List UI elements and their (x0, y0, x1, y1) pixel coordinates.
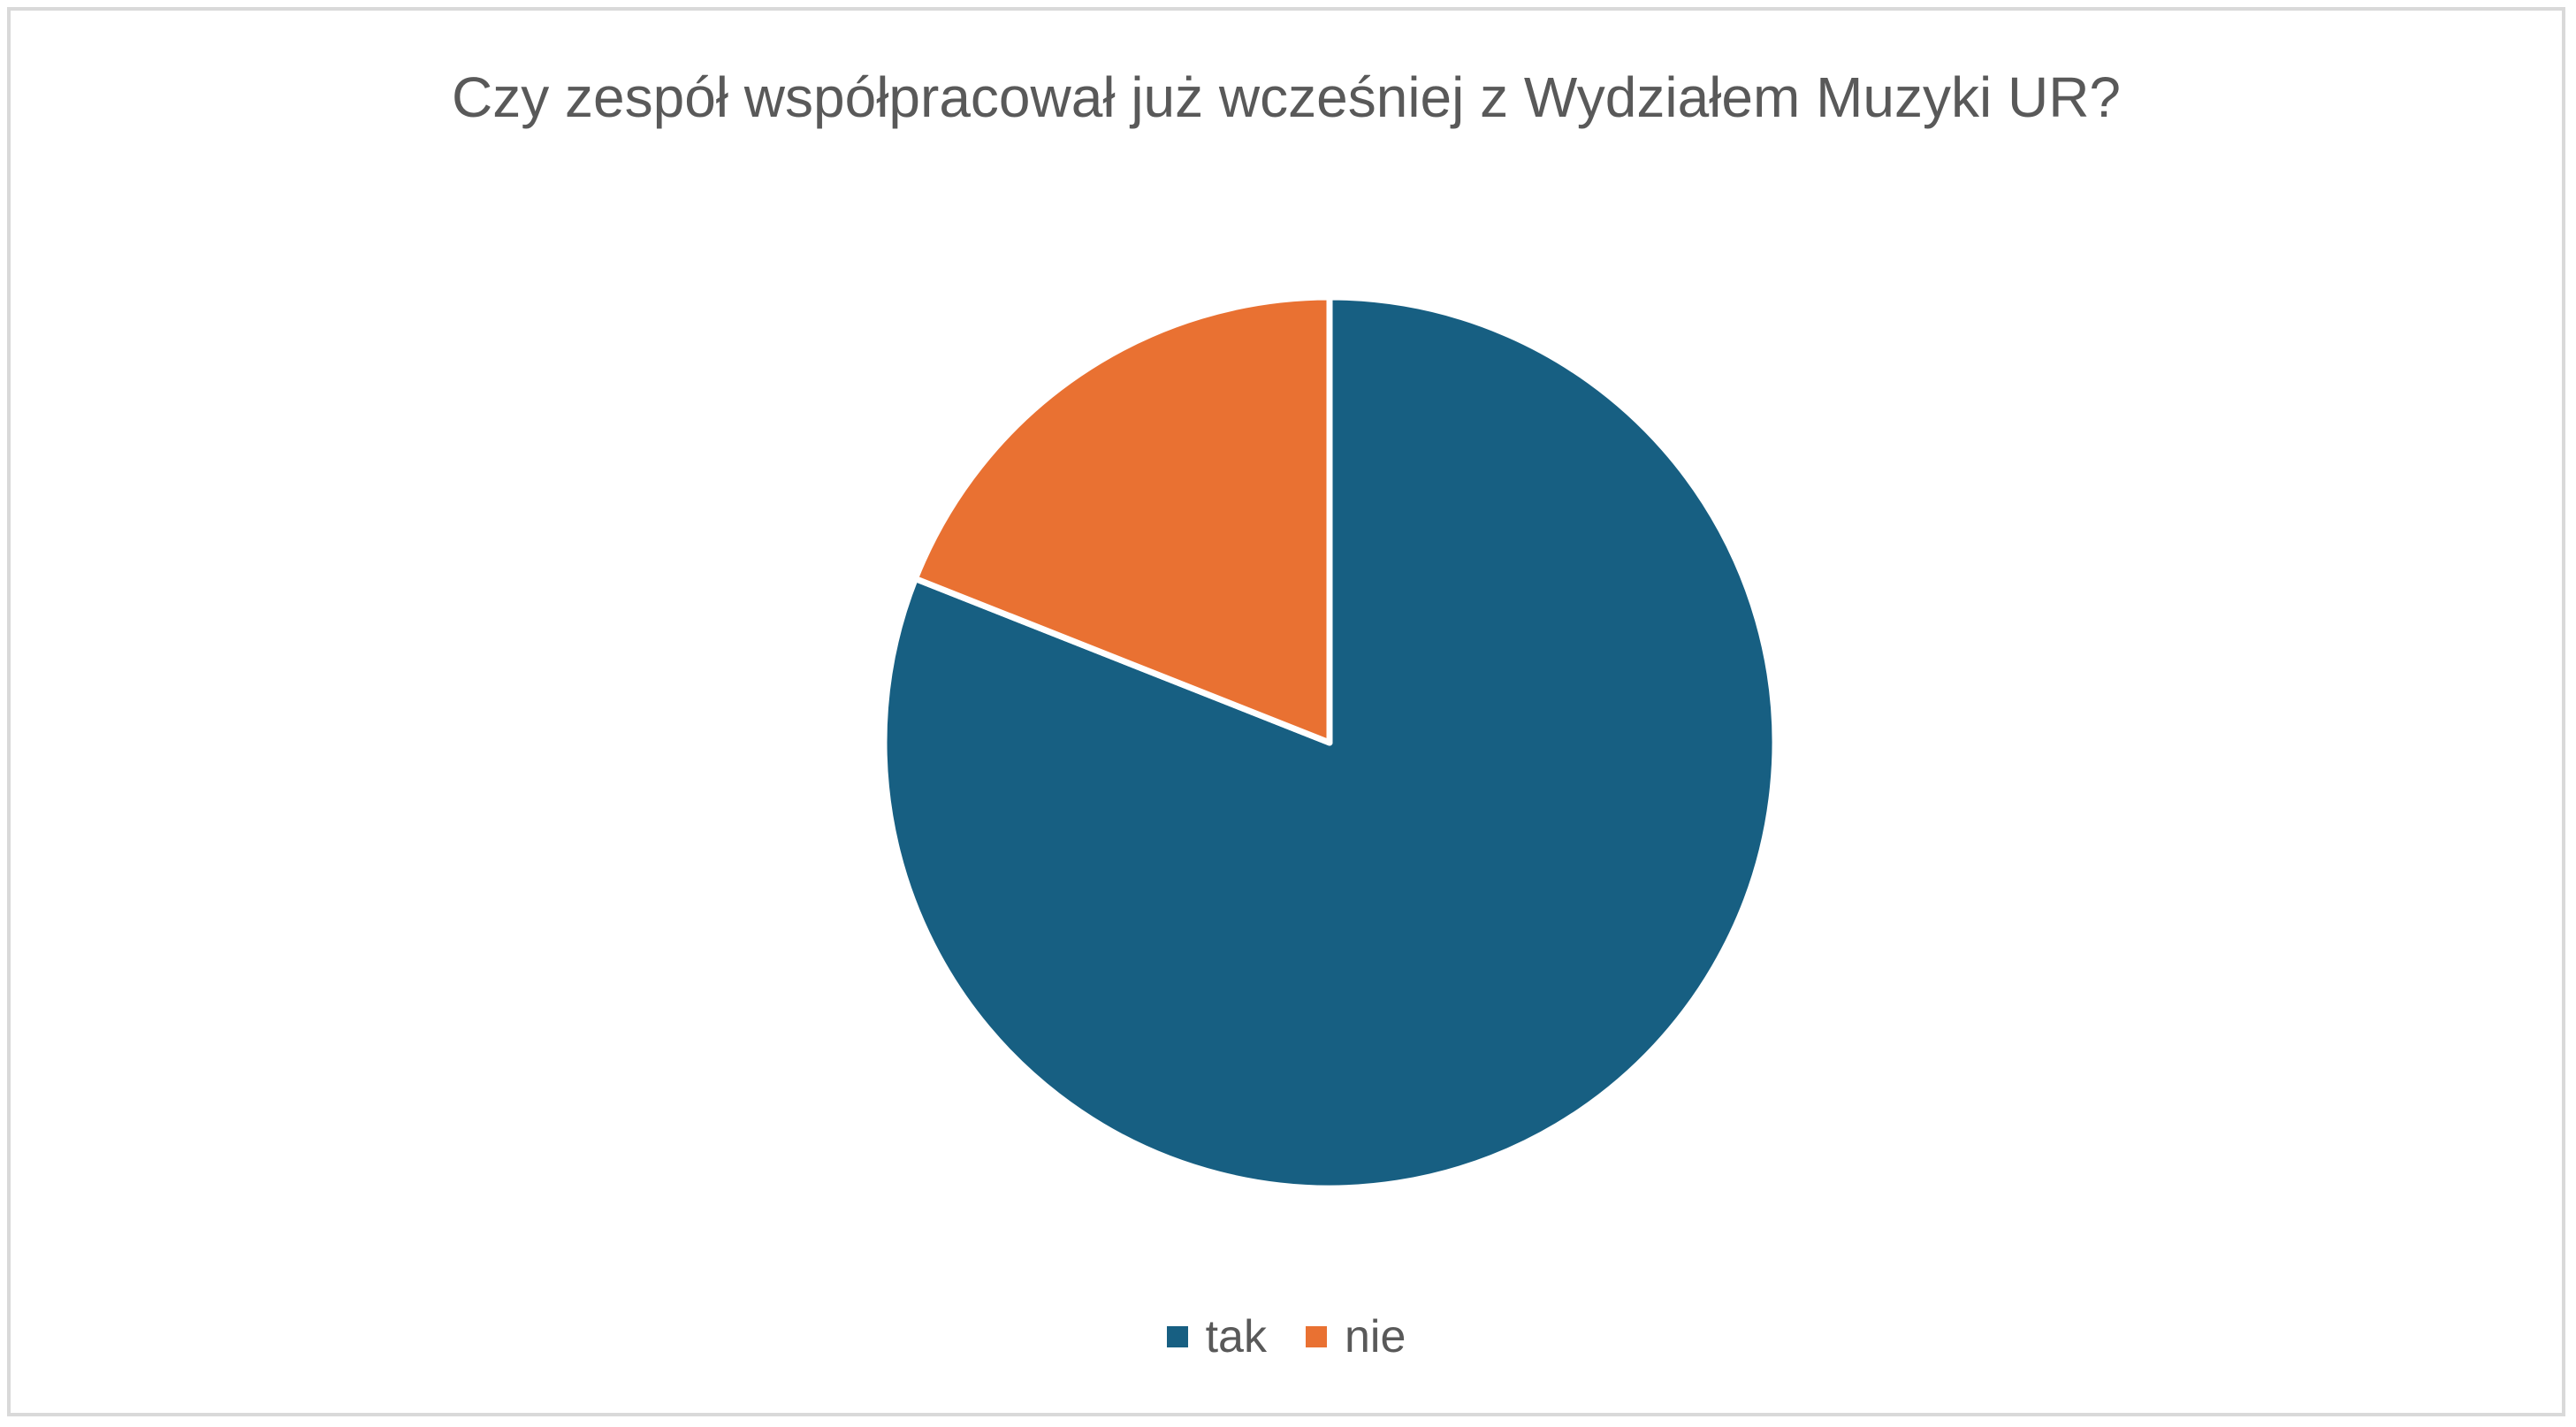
chart-frame: Czy zespół współpracował już wcześniej z… (7, 7, 2565, 1416)
legend-swatch-nie (1305, 1326, 1327, 1347)
legend-item-nie: nie (1305, 1310, 1406, 1363)
legend-label-tak: tak (1205, 1311, 1267, 1362)
pie-slice-nie (911, 294, 1333, 746)
legend-item-tak: tak (1166, 1310, 1267, 1363)
legend-label-nie: nie (1344, 1311, 1406, 1362)
legend-swatch-tak (1166, 1326, 1188, 1347)
legend: tak nie (11, 1310, 2562, 1363)
chart-title: Czy zespół współpracował już wcześniej z… (452, 65, 2121, 129)
pie-chart (880, 294, 1779, 1192)
